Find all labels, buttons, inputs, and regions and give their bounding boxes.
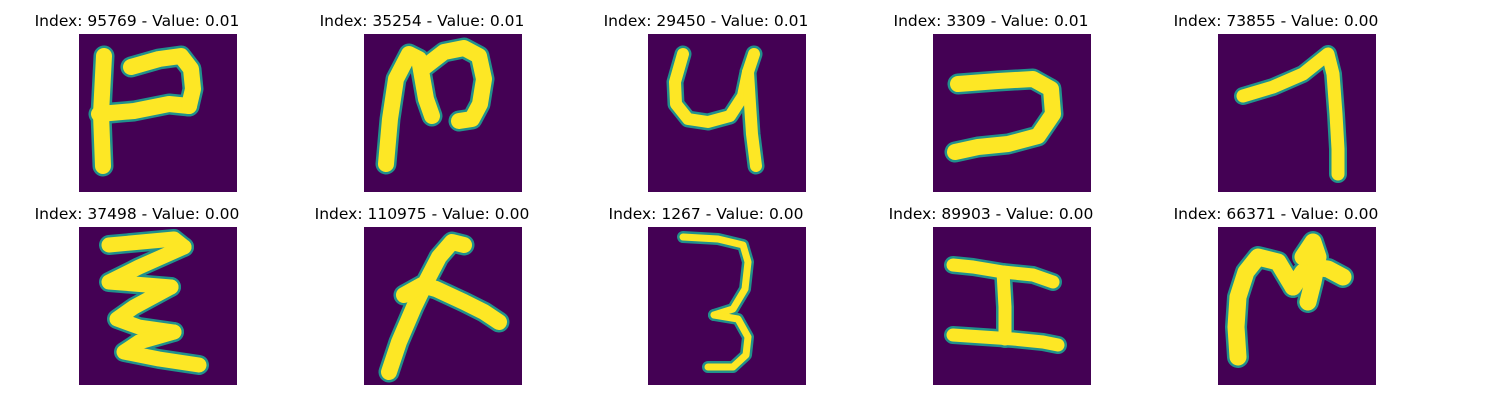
digit-glyph-image [364, 227, 522, 385]
sample-title: Index: 37498 - Value: 0.00 [34, 205, 240, 223]
sample-title: Index: 66371 - Value: 0.00 [1173, 205, 1379, 223]
glyph-stroke [109, 279, 182, 340]
sample-title: Index: 73855 - Value: 0.00 [1173, 12, 1379, 30]
glyph-background [1218, 34, 1376, 192]
glyph-stroke [946, 328, 1065, 352]
digit-glyph-image [933, 227, 1091, 385]
glyph-stroke [1227, 248, 1302, 366]
glyph-stroke [1294, 233, 1327, 311]
sample-title: Index: 29450 - Value: 0.01 [603, 12, 809, 30]
digit-glyph-image [933, 34, 1091, 192]
glyph-stroke [1236, 47, 1345, 181]
digit-glyph-image [79, 227, 237, 385]
digit-glyph-image [1218, 34, 1376, 192]
sample-title: Index: 3309 - Value: 0.01 [893, 12, 1089, 30]
glyph-stroke [947, 71, 1061, 160]
glyph-stroke [123, 48, 201, 114]
glyph-stroke [414, 40, 492, 129]
glyph-stroke [378, 46, 440, 172]
sample-title: Index: 110975 - Value: 0.00 [314, 205, 530, 223]
digit-glyph-image [648, 34, 806, 192]
glyph-stroke [679, 233, 752, 319]
digit-glyph-image [1218, 227, 1376, 385]
sample-title: Index: 89903 - Value: 0.00 [888, 205, 1094, 223]
glyph-stroke [116, 324, 207, 373]
sample-title: Index: 1267 - Value: 0.00 [608, 205, 804, 223]
digit-glyph-image [648, 227, 806, 385]
sample-title: Index: 35254 - Value: 0.01 [319, 12, 525, 30]
glyph-stroke [704, 311, 752, 371]
sample-title: Index: 95769 - Value: 0.01 [34, 12, 240, 30]
glyph-background [933, 34, 1091, 192]
digit-glyph-image [364, 34, 522, 192]
digit-glyph-image [79, 34, 237, 192]
glyph-stroke [396, 277, 507, 330]
glyph-stroke [101, 239, 192, 295]
glyph-stroke [996, 265, 1012, 346]
glyph-stroke [742, 66, 762, 172]
glyph-stroke [91, 96, 197, 122]
